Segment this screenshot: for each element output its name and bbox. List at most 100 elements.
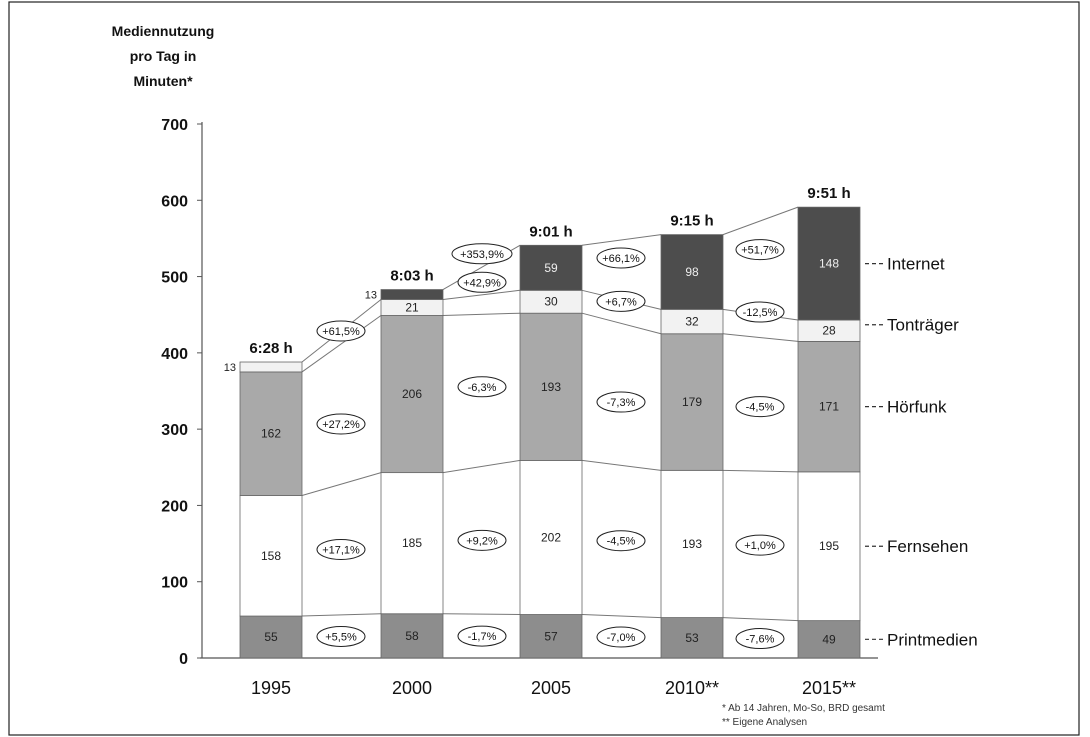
- y-axis-title-line-3: Minuten*: [133, 73, 193, 89]
- change-label-printmedien-0: +5,5%: [325, 631, 357, 643]
- connector-3-2: [581, 312, 662, 335]
- change-label-tonträger-2: +6,7%: [605, 296, 637, 308]
- axis-layer: 0 100 200 300 400 500 600 700 1995 2000 2005 2010**…: [161, 117, 878, 698]
- y-tick-label-0: 0: [179, 651, 188, 668]
- legend-label-hörfunk: Hörfunk: [887, 398, 947, 417]
- bar-tonträger-3: [660, 308, 724, 335]
- value-label-tonträger-0: 13: [224, 362, 236, 374]
- connector-3-0: [301, 315, 382, 373]
- change-ellipse-tonträger-2: [596, 290, 646, 312]
- total-label-1: 8:03 h: [390, 268, 433, 285]
- value-label-internet-4: 148: [819, 257, 839, 271]
- x-tick-label-3: 2010**: [665, 678, 719, 698]
- bar-hörfunk-2: [519, 312, 583, 461]
- label-layer: 55 158 162 13 6:28 h 58 185 206 21 13 8:03 h 57 202 1…: [224, 185, 851, 646]
- y-axis-title-line-2: pro Tag in: [130, 48, 197, 64]
- y-tick-label-4: 400: [161, 346, 188, 363]
- change-ellipse-internet-3: [735, 239, 785, 261]
- change-ellipse-hörfunk-1: [457, 376, 507, 398]
- change-label-hörfunk-0: +27,2%: [322, 419, 360, 431]
- value-label-hörfunk-1: 206: [402, 387, 422, 401]
- bar-printmedien-0: [239, 615, 303, 659]
- bar-fernsehen-2: [519, 460, 583, 615]
- connector-lines: [301, 206, 799, 622]
- bar-fernsehen-1: [380, 472, 444, 615]
- value-label-hörfunk-2: 193: [541, 380, 561, 394]
- bar-printmedien-2: [519, 614, 583, 659]
- change-label-hörfunk-1: -6,3%: [468, 382, 497, 394]
- connector-5-3: [722, 206, 799, 236]
- bar-internet-4: [797, 206, 861, 321]
- change-label-tonträger-1: +42,9%: [463, 277, 501, 289]
- connector-2-1: [442, 459, 521, 474]
- change-ellipse-fernsehen-1: [457, 529, 507, 551]
- change-ellipse-hörfunk-0: [316, 413, 366, 435]
- bar-printmedien-4: [797, 620, 861, 659]
- bar-printmedien-1: [380, 613, 444, 659]
- change-label-fernsehen-0: +17,1%: [322, 544, 360, 556]
- bar-internet-3: [660, 234, 724, 310]
- change-label-printmedien-1: -1,7%: [468, 631, 497, 643]
- legend-label-fernsehen: Fernsehen: [887, 537, 968, 556]
- total-label-3: 9:15 h: [670, 213, 713, 230]
- x-tick-label-2: 2005: [531, 678, 571, 698]
- change-layer: +5,5% -1,7% -7,0% -7,6% +17,1% +9,2% -4,5% +1,0…: [316, 239, 785, 650]
- legend-layer: Printmedien Fernsehen Hörfunk Tonträger Inte…: [865, 255, 978, 649]
- bar-printmedien-3: [660, 617, 724, 659]
- value-label-internet-1: 13: [365, 289, 377, 301]
- change-label-internet-3: +51,7%: [741, 245, 779, 257]
- change-ellipse-fernsehen-0: [316, 538, 366, 560]
- change-label-fernsehen-3: +1,0%: [744, 540, 776, 552]
- bar-tonträger-0: [239, 361, 303, 373]
- change-label-tonträger-3: -12,5%: [743, 307, 778, 319]
- connector-5-2: [581, 234, 662, 246]
- value-label-hörfunk-3: 179: [682, 395, 702, 409]
- total-label-0: 6:28 h: [249, 340, 292, 357]
- bar-hörfunk-0: [239, 371, 303, 496]
- bar-internet-2: [519, 244, 583, 291]
- value-label-printmedien-4: 49: [822, 632, 836, 646]
- connector-1-2: [581, 614, 662, 619]
- y-tick-label-1: 100: [161, 575, 188, 592]
- connector-3-3: [722, 333, 799, 342]
- value-label-tonträger-4: 28: [822, 324, 836, 338]
- change-ellipse-printmedien-1: [457, 625, 507, 647]
- y-tick-label-6: 600: [161, 193, 188, 210]
- bar-fernsehen-0: [239, 495, 303, 617]
- connector-1-1: [442, 613, 521, 616]
- value-label-fernsehen-4: 195: [819, 539, 839, 553]
- y-tick-label-7: 700: [161, 117, 188, 134]
- legend-label-internet: Internet: [887, 255, 945, 274]
- connector-1-0: [301, 613, 382, 617]
- bar-hörfunk-1: [380, 315, 444, 474]
- x-tick-label-0: 1995: [251, 678, 291, 698]
- connector-2-0: [301, 472, 382, 496]
- bar-internet-1: [380, 289, 444, 300]
- legend-label-printmedien: Printmedien: [887, 630, 978, 649]
- total-label-2: 9:01 h: [529, 223, 572, 240]
- connector-2-3: [722, 469, 799, 473]
- bar-hörfunk-4: [797, 341, 861, 473]
- value-label-printmedien-1: 58: [405, 629, 419, 643]
- change-ellipse-internet-2: [596, 247, 646, 269]
- change-label-internet-1: +353,9%: [460, 249, 504, 261]
- legend-label-tonträger: Tonträger: [887, 316, 959, 335]
- value-label-internet-2: 59: [544, 261, 558, 275]
- y-axis-title-line-1: Mediennutzung: [112, 23, 215, 39]
- change-ellipse-tonträger-1: [457, 271, 507, 293]
- total-label-4: 9:51 h: [807, 185, 850, 202]
- value-label-tonträger-3: 32: [685, 315, 699, 329]
- value-label-tonträger-1: 21: [405, 300, 419, 314]
- bar-hörfunk-3: [660, 333, 724, 471]
- value-label-printmedien-3: 53: [685, 631, 699, 645]
- connector-1-3: [722, 617, 799, 622]
- y-tick-label-2: 200: [161, 498, 188, 515]
- x-tick-label-4: 2015**: [802, 678, 856, 698]
- change-ellipse-printmedien-3: [735, 628, 785, 650]
- bar-fernsehen-3: [660, 469, 724, 618]
- y-tick-label-5: 500: [161, 270, 188, 287]
- value-label-fernsehen-0: 158: [261, 549, 281, 563]
- bar-fernsehen-4: [797, 471, 861, 622]
- bar-layer: [239, 206, 861, 659]
- change-ellipse-internet-1: [451, 243, 513, 265]
